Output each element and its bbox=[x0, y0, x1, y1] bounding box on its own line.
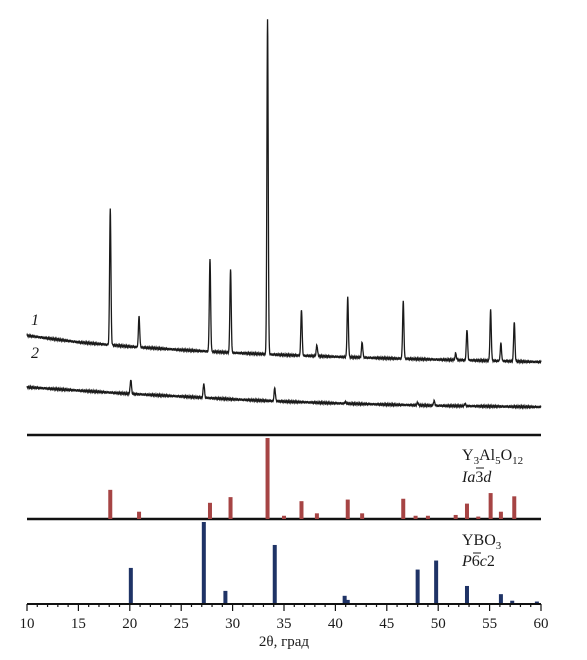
x-axis-label: 2θ, град bbox=[259, 634, 309, 650]
reference-stick-yag-8 bbox=[345, 499, 350, 519]
reference-stick-ybo3-4 bbox=[342, 595, 347, 604]
x-tick-label: 60 bbox=[534, 616, 549, 632]
x-tick-label: 10 bbox=[20, 616, 35, 632]
reference-stick-yag-2 bbox=[207, 502, 212, 519]
reference-stick-yag-16 bbox=[488, 493, 493, 519]
x-tick-label: 35 bbox=[277, 616, 292, 632]
reference-stick-yag-14 bbox=[464, 503, 469, 519]
reference-stick-yag-1 bbox=[137, 511, 142, 519]
reference-stick-ybo3-7 bbox=[434, 560, 439, 604]
pattern-label-1: 1 bbox=[31, 312, 39, 329]
reference-stick-yag-5 bbox=[282, 515, 286, 519]
x-axis-ticks: 10 15 20 25 30 35 40 45 50 55 60 bbox=[20, 604, 549, 632]
x-tick-label: 20 bbox=[122, 616, 137, 632]
space-group-ybo3: P6c2 bbox=[461, 553, 495, 570]
reference-stick-yag-11 bbox=[413, 515, 418, 519]
space-group-yag: Ia3d bbox=[461, 469, 492, 486]
reference-sticks bbox=[108, 438, 539, 604]
x-tick-label: 25 bbox=[174, 616, 189, 632]
x-tick-label: 15 bbox=[71, 616, 86, 632]
x-tick-label: 40 bbox=[328, 616, 343, 632]
reference-stick-yag-0 bbox=[108, 489, 113, 519]
x-tick-label: 50 bbox=[431, 616, 446, 632]
pattern-1-trace bbox=[26, 19, 542, 365]
reference-stick-yag-12 bbox=[425, 515, 430, 519]
x-tick-label: 55 bbox=[482, 616, 497, 632]
reference-stick-ybo3-8 bbox=[464, 585, 469, 604]
reference-stick-ybo3-11 bbox=[534, 601, 539, 604]
pattern-2-trace bbox=[26, 379, 542, 410]
reference-stick-ybo3-9 bbox=[498, 594, 503, 604]
reference-stick-ybo3-2 bbox=[223, 590, 228, 604]
reference-stick-yag-13 bbox=[453, 514, 458, 519]
pattern-label-2: 2 bbox=[31, 345, 39, 362]
reference-stick-ybo3-3 bbox=[272, 544, 277, 604]
reference-stick-yag-4 bbox=[265, 438, 270, 519]
phase-label-yag: Y3Al5O12 bbox=[462, 447, 523, 467]
reference-stick-ybo3-5 bbox=[345, 599, 350, 604]
reference-stick-yag-10 bbox=[401, 498, 406, 519]
reference-stick-ybo3-10 bbox=[510, 600, 515, 604]
x-tick-label: 30 bbox=[225, 616, 240, 632]
reference-stick-ybo3-0 bbox=[128, 567, 133, 604]
reference-stick-ybo3-6 bbox=[415, 569, 420, 604]
reference-stick-yag-9 bbox=[360, 513, 365, 519]
reference-stick-ybo3-1 bbox=[201, 522, 206, 604]
reference-stick-yag-17 bbox=[498, 511, 503, 519]
xrd-patterns bbox=[26, 19, 542, 410]
reference-stick-yag-7 bbox=[314, 513, 319, 519]
phase-label-ybo3: YBO3 bbox=[462, 532, 502, 552]
reference-stick-yag-15 bbox=[476, 516, 481, 519]
x-tick-label: 45 bbox=[379, 616, 394, 632]
reference-stick-yag-18 bbox=[512, 496, 517, 519]
reference-stick-yag-3 bbox=[228, 497, 233, 519]
reference-stick-yag-6 bbox=[299, 501, 304, 519]
